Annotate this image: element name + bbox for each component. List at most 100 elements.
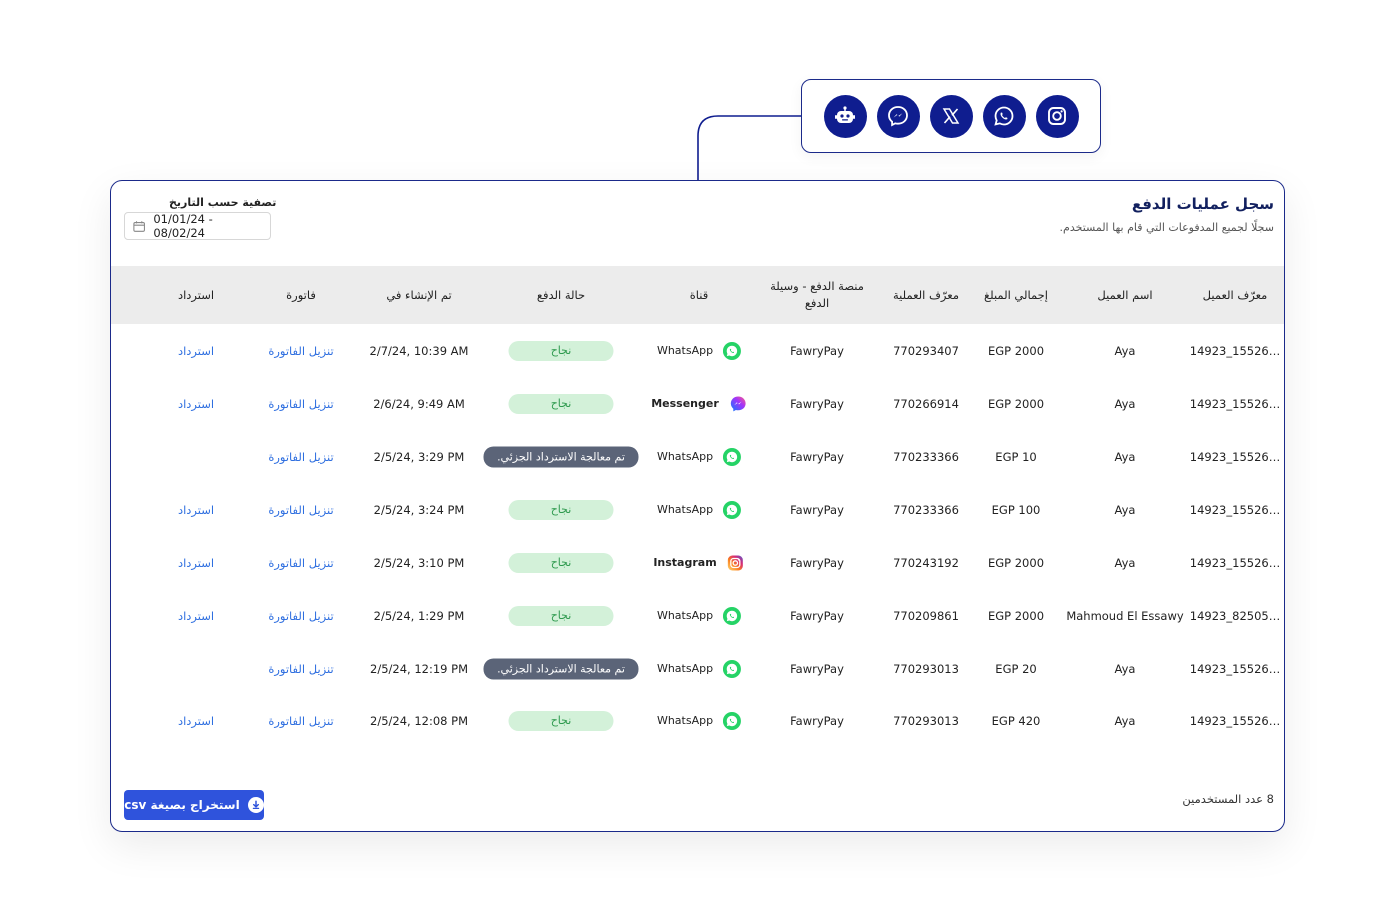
col-created: تم الإنشاء في <box>386 288 452 302</box>
cell-total: EGP 10 <box>995 449 1037 464</box>
cell-customer-name: Aya <box>1114 502 1136 517</box>
status-badge: نجاح <box>508 552 614 573</box>
refund-link[interactable]: استرداد <box>177 343 215 358</box>
messenger-icon[interactable] <box>876 94 920 138</box>
cell-channel: Messenger <box>651 395 747 413</box>
channel-name: WhatsApp <box>656 714 714 727</box>
cell-channel: WhatsApp <box>656 606 742 625</box>
cell-customer-id: 14923_15526… <box>1189 343 1281 358</box>
channel-name: WhatsApp <box>656 450 714 463</box>
col-platform: منصة الدفع - وسيلة الدفع <box>770 279 864 310</box>
cell-created: 2/5/24, 3:24 PM <box>373 502 465 517</box>
cell-customer-id: 14923_82505… <box>1189 608 1281 623</box>
col-channel: قناة <box>689 288 709 302</box>
payment-log-card: سجل عمليات الدفع سجلًا لجميع المدفوعات ا… <box>110 180 1285 832</box>
table-row: 14923_15526… Aya EGP 420 770293013 FawryPay W… <box>111 694 1284 747</box>
page-title: سجل عمليات الدفع <box>1131 195 1274 213</box>
download-invoice-link[interactable]: تنزيل الفاتورة <box>268 343 334 358</box>
channel-name: Instagram <box>653 556 717 569</box>
status-badge: نجاح <box>508 499 614 520</box>
refund-link[interactable]: استرداد <box>177 608 215 623</box>
channel-name: WhatsApp <box>656 503 714 516</box>
table-row: 14923_15526… Aya EGP 2000 770243192 FawryPay… <box>111 536 1284 589</box>
cell-platform: FawryPay <box>790 502 844 517</box>
table-row: 14923_82505… Mahmoud El Essawy EGP 2000 770… <box>111 589 1284 642</box>
whatsapp-icon <box>723 447 742 466</box>
download-invoice-link[interactable]: تنزيل الفاتورة <box>268 396 334 411</box>
cell-transaction-id: 770293013 <box>893 713 959 728</box>
page-subtitle: سجلًا لجميع المدفوعات التي قام بها المست… <box>1059 221 1274 234</box>
cell-channel: WhatsApp <box>656 341 742 360</box>
date-range-picker[interactable]: 01/01/24 - 08/02/24 <box>124 212 271 240</box>
cell-channel: WhatsApp <box>656 711 742 730</box>
user-count: 8 عدد المستخدمين <box>1182 792 1274 806</box>
cell-created: 2/5/24, 3:29 PM <box>373 449 465 464</box>
whatsapp-icon <box>723 711 742 730</box>
cell-total: EGP 2000 <box>987 608 1045 623</box>
whatsapp-icon <box>723 341 742 360</box>
table-row: 14923_15526… Aya EGP 2000 770293407 FawryPay… <box>111 324 1284 377</box>
cell-channel: WhatsApp <box>656 500 742 519</box>
download-invoice-link[interactable]: تنزيل الفاتورة <box>268 661 334 676</box>
cell-total: EGP 2000 <box>987 343 1045 358</box>
status-badge: نجاح <box>508 393 614 414</box>
cell-platform: FawryPay <box>790 713 844 728</box>
whatsapp-icon <box>723 659 742 678</box>
channel-name: WhatsApp <box>656 609 714 622</box>
cell-created: 2/6/24, 9:49 AM <box>373 396 465 411</box>
cell-platform: FawryPay <box>790 608 844 623</box>
cell-customer-id: 14923_15526… <box>1189 555 1281 570</box>
status-badge: تم معالجة الاسترداد الجزئي. <box>483 446 639 467</box>
cell-created: 2/5/24, 1:29 PM <box>373 608 465 623</box>
download-invoice-link[interactable]: تنزيل الفاتورة <box>268 555 334 570</box>
cell-total: EGP 420 <box>991 713 1041 728</box>
cell-customer-id: 14923_15526… <box>1189 396 1281 411</box>
cell-channel: Instagram <box>653 554 744 572</box>
cell-platform: FawryPay <box>790 661 844 676</box>
cell-total: EGP 2000 <box>987 396 1045 411</box>
refund-link[interactable]: استرداد <box>177 555 215 570</box>
download-invoice-link[interactable]: تنزيل الفاتورة <box>268 502 334 517</box>
cell-transaction-id: 770233366 <box>893 502 959 517</box>
cell-platform: FawryPay <box>790 555 844 570</box>
refund-link[interactable]: استرداد <box>177 713 215 728</box>
table-row: 14923_15526… Aya EGP 10 770233366 FawryPay Wh… <box>111 430 1284 483</box>
calendar-icon <box>133 220 145 232</box>
cell-transaction-id: 770233366 <box>893 449 959 464</box>
cell-created: 2/5/24, 12:19 PM <box>370 661 468 676</box>
messenger-icon <box>729 395 747 413</box>
cell-channel: WhatsApp <box>656 447 742 466</box>
cell-customer-id: 14923_15526… <box>1189 449 1281 464</box>
export-csv-label: استخراج بصيغة csv <box>124 798 240 812</box>
cell-customer-name: Aya <box>1114 555 1136 570</box>
download-invoice-link[interactable]: تنزيل الفاتورة <box>268 713 334 728</box>
download-invoice-link[interactable]: تنزيل الفاتورة <box>268 608 334 623</box>
date-range-value: 01/01/24 - 08/02/24 <box>153 212 213 240</box>
refund-link[interactable]: استرداد <box>177 396 215 411</box>
cell-platform: FawryPay <box>790 343 844 358</box>
channel-name: WhatsApp <box>656 662 714 675</box>
chatbot-icon[interactable] <box>823 94 867 138</box>
status-badge: تم معالجة الاسترداد الجزئي. <box>483 658 639 679</box>
cell-customer-name: Aya <box>1114 661 1136 676</box>
whatsapp-icon <box>723 606 742 625</box>
channel-name: WhatsApp <box>656 344 714 357</box>
table-row: 14923_15526… Aya EGP 100 770233366 FawryPay W… <box>111 483 1284 536</box>
export-csv-button[interactable]: استخراج بصيغة csv <box>124 790 264 820</box>
cell-platform: FawryPay <box>790 396 844 411</box>
table-header: معرّف العميل اسم العميل إجمالي المبلغ مع… <box>111 266 1284 324</box>
cell-customer-name: Aya <box>1114 449 1136 464</box>
status-badge: نجاح <box>508 340 614 361</box>
cell-transaction-id: 770266914 <box>893 396 959 411</box>
whatsapp-icon[interactable] <box>982 94 1026 138</box>
cell-customer-name: Aya <box>1114 343 1136 358</box>
col-invoice: فاتورة <box>286 288 316 302</box>
refund-link[interactable]: استرداد <box>177 502 215 517</box>
instagram-icon[interactable] <box>1035 94 1079 138</box>
cell-customer-name: Aya <box>1114 713 1136 728</box>
x-icon[interactable] <box>929 94 973 138</box>
cell-channel: WhatsApp <box>656 659 742 678</box>
download-invoice-link[interactable]: تنزيل الفاتورة <box>268 449 334 464</box>
cell-created: 2/7/24, 10:39 AM <box>369 343 469 358</box>
status-badge: نجاح <box>508 710 614 731</box>
